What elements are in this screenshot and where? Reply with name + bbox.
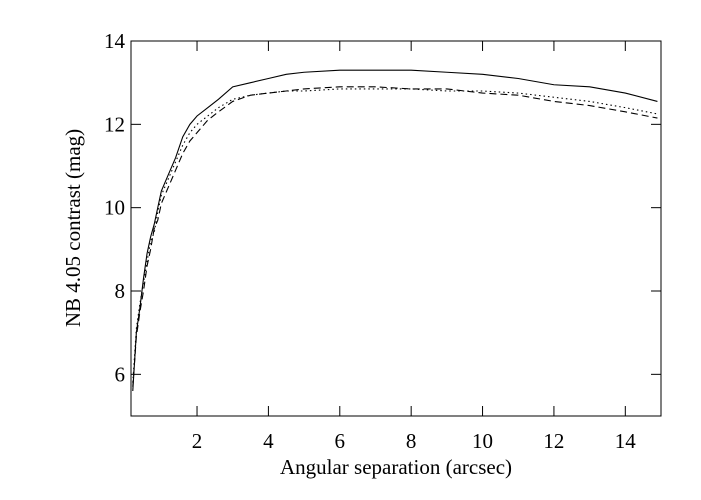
y-tick-label: 14	[104, 29, 126, 53]
y-tick-label: 8	[115, 279, 126, 303]
plot-frame	[130, 40, 662, 417]
x-tick-label: 6	[335, 429, 346, 453]
x-axis-label: Angular separation (arcsec)	[280, 455, 512, 479]
series-line	[132, 88, 658, 383]
x-tick-label: 8	[406, 429, 417, 453]
y-axis-label: NB 4.05 contrast (mag)	[61, 129, 85, 327]
y-tick-label: 12	[104, 112, 125, 136]
series-line	[132, 86, 658, 387]
x-tick-label: 12	[543, 429, 564, 453]
y-tick-label: 10	[104, 196, 125, 220]
x-tick-label: 10	[472, 429, 493, 453]
y-tick-label: 6	[115, 362, 126, 386]
series-line	[132, 69, 658, 392]
x-tick-label: 2	[192, 429, 203, 453]
x-tick-label: 14	[615, 429, 637, 453]
x-tick-label: 4	[263, 429, 274, 453]
